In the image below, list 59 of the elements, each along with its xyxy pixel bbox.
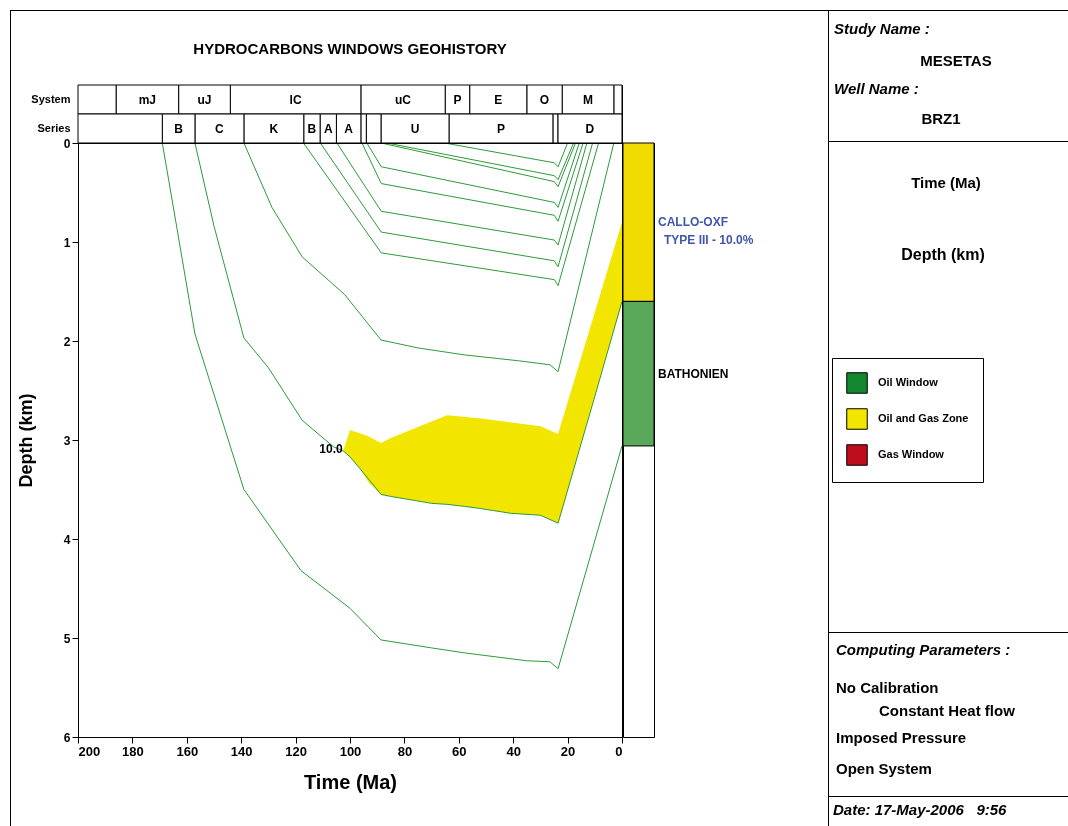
series-label: E (494, 92, 503, 107)
y-tick-label: 0 (63, 136, 71, 151)
y-tick-label: 3 (63, 433, 71, 448)
x-tick-label: 40 (506, 743, 521, 759)
x-tick-label: 0 (615, 743, 623, 759)
series-label: P (453, 92, 462, 107)
series-label: M (583, 92, 593, 107)
chart-title: HYDROCARBONS WINDOWS GEOHISTORY (193, 39, 507, 57)
series-label: C (215, 121, 225, 136)
text: BRZ1 (921, 110, 961, 127)
annotation: 10.0 (319, 441, 343, 456)
series-label: D (585, 121, 595, 136)
text: MESETAS (920, 52, 992, 69)
text: Open System (836, 760, 932, 777)
legend-label: Oil Window (878, 376, 939, 388)
series-label: uC (395, 92, 412, 107)
x-tick-label: 200 (78, 743, 101, 759)
text: Well Name : (834, 80, 919, 97)
y-tick-label: 4 (63, 532, 71, 547)
series-label: A (344, 121, 354, 136)
text: Study Name : (834, 20, 930, 37)
x-tick-label: 20 (560, 743, 576, 759)
x-tick-label: 60 (452, 743, 467, 759)
text: Computing Parameters : (836, 641, 1011, 658)
legend-label: Gas Window (878, 448, 945, 460)
x-tick-label: 180 (122, 743, 144, 759)
text: No Calibration (836, 679, 939, 696)
text: Time (Ma) (911, 174, 981, 191)
y-axis-title: Depth (km) (15, 393, 36, 488)
text: Constant Heat flow (879, 702, 1015, 719)
series-label: U (410, 121, 420, 136)
x-tick-label: 120 (285, 743, 307, 759)
text: TYPE III - 10.0% (664, 233, 754, 248)
series-label: mJ (138, 92, 157, 107)
x-tick-label: 80 (397, 743, 413, 759)
series-label: B (174, 121, 184, 136)
text: Date: 17-May-2006 9:56 (833, 801, 1007, 818)
series-label: CALLO-OXF (658, 215, 728, 230)
y-tick-label: 1 (63, 235, 71, 250)
y-tick-label: 5 (63, 631, 71, 646)
series-label: B (307, 121, 317, 136)
x-tick-label: 140 (230, 743, 253, 759)
series-label: uJ (197, 92, 212, 107)
y-tick-label: Series (37, 121, 71, 134)
legend-label: Oil and Gas Zone (878, 412, 969, 424)
series-label: P (496, 121, 505, 136)
text: Depth (km) (901, 246, 985, 264)
series-label: K (269, 121, 279, 136)
series-label: A (323, 121, 333, 136)
x-axis-title: Time (Ma) (304, 770, 397, 793)
series-label: O (539, 92, 550, 107)
series-label: BATHONIEN (658, 366, 729, 381)
y-tick-label: System (31, 92, 71, 105)
x-tick-label: 160 (176, 743, 199, 759)
x-tick-label: 100 (339, 743, 362, 759)
series-label: lC (289, 92, 302, 107)
y-tick-label: 2 (63, 334, 71, 349)
text: Imposed Pressure (836, 729, 967, 746)
y-tick-label: 6 (63, 730, 71, 745)
